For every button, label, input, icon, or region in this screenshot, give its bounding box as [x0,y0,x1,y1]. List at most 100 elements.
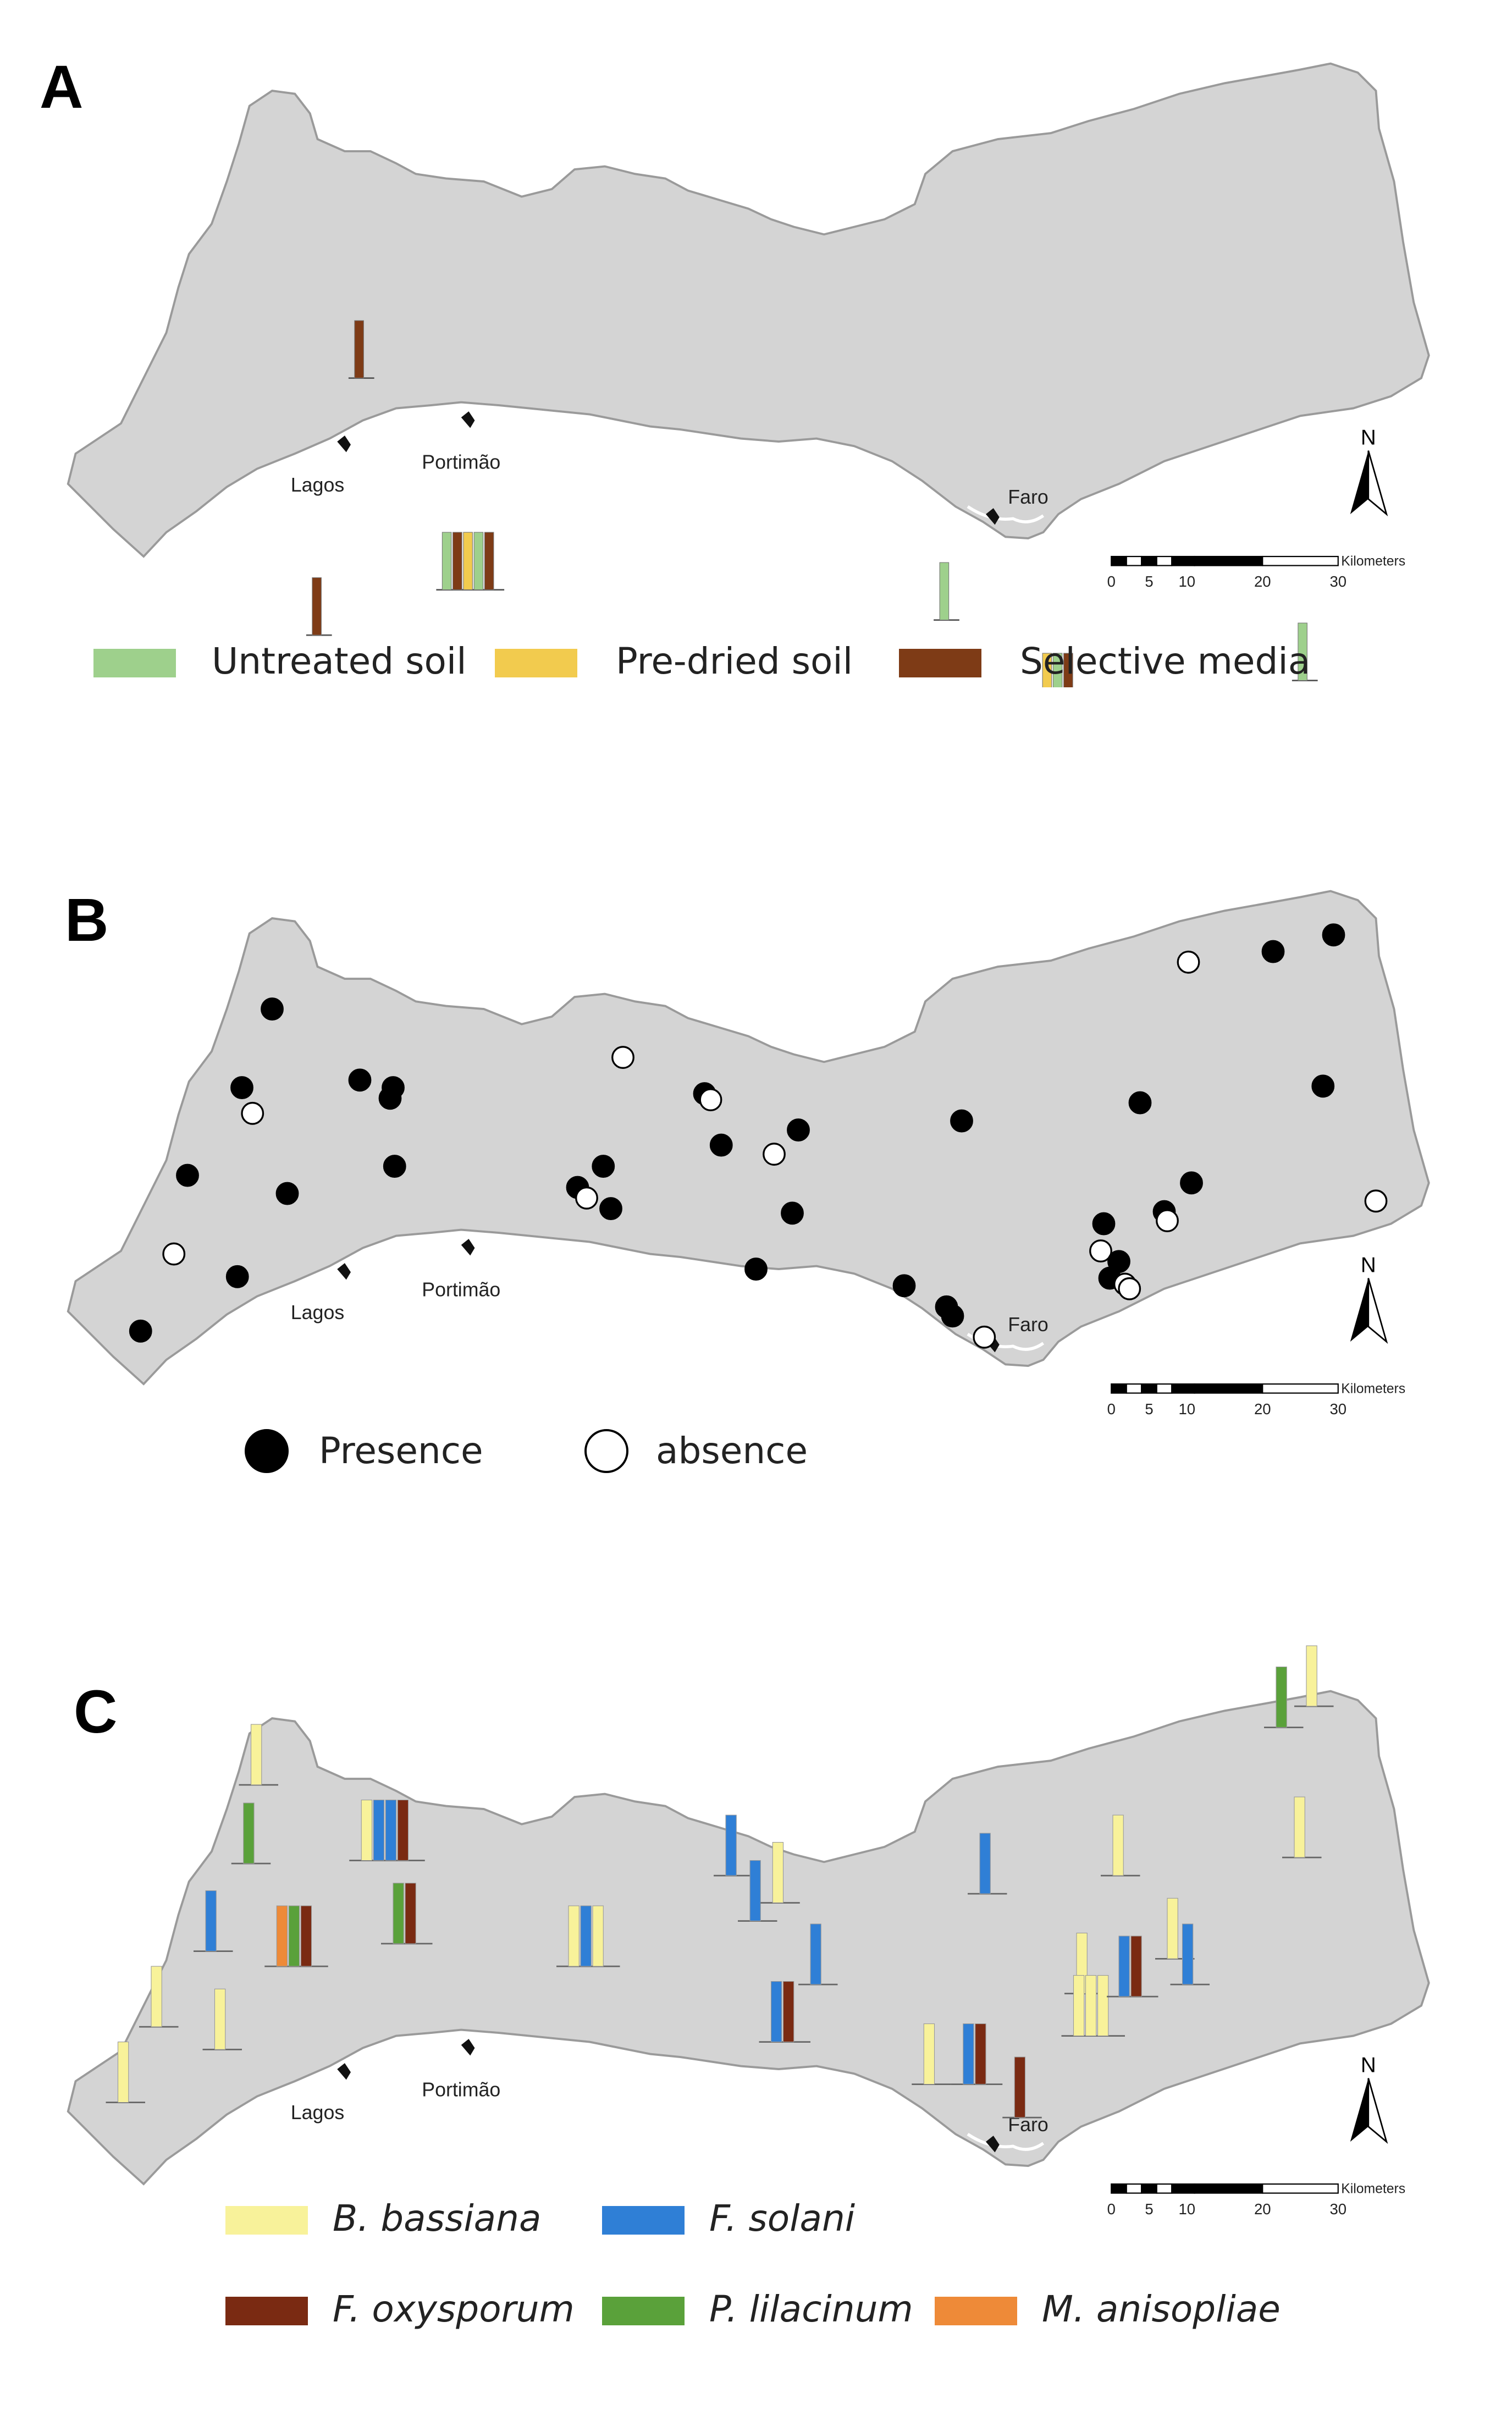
legend-lilacinum-swatch [602,2297,685,2325]
site-bar [772,1842,784,1904]
site-bar-group [968,1833,1007,1895]
presence-point [892,1274,916,1298]
site-bar [1298,622,1307,681]
town-marker [337,2063,351,2080]
site-bar [214,1988,226,2050]
town-label: Portimão [422,1279,500,1301]
absence-point [973,1325,996,1349]
site-bar [484,532,494,591]
site-bar [1167,1898,1178,1959]
site-bar-group [1107,1935,1158,1998]
scale-tick-label: 10 [1178,2201,1195,2218]
town-label: Faro [1008,486,1049,508]
town-marker [986,2136,1000,2153]
absence-point [241,1101,264,1125]
site-bar [151,1966,162,2027]
scale-unit-label: Kilometers [1341,554,1405,569]
scale-bar-segment [1125,1383,1143,1394]
legend-oxysporum-swatch [225,2297,308,2325]
algarve-landmass [67,1690,1430,2186]
legend-untreated-swatch [93,649,176,677]
site-bar [770,1981,782,2043]
scale-tick-label: 20 [1254,1400,1271,1418]
site-bar-group [239,1724,278,1786]
scale-tick-label: 20 [1254,2201,1271,2218]
absence-point [1156,1209,1179,1232]
town-label: Lagos [291,1301,344,1323]
site-bar-group [1002,2056,1042,2119]
presence-point [129,1319,152,1343]
site-bar [923,2023,935,2085]
site-bar [117,2042,129,2103]
site-bar [975,2023,986,2085]
site-bar-group [1101,1815,1140,1877]
legend-absence-dot [584,1429,628,1473]
site-bar-group [912,2023,951,2085]
scale-bar-segment [1141,2183,1157,2194]
scale-bar-segment [1156,2183,1173,2194]
legend-oxysporum-label: F. oxysporum [333,2288,575,2330]
site-bar-group [194,1890,233,1952]
town-label: Lagos [291,2102,344,2124]
site-bar [463,532,473,591]
site-bar [782,1981,794,2043]
site-bar [1073,1975,1085,2037]
presence-point [1128,1091,1152,1115]
site-bar [442,532,452,591]
site-bar [810,1923,821,1985]
ria-formosa-lagoon [967,2133,1045,2151]
site-bar-group [436,532,505,591]
site-bar [473,532,484,591]
site-bar-group [1170,1923,1210,1986]
site-bar [1014,2056,1026,2118]
legend-a: Untreated soil Pre-dried soil Selective … [0,637,1512,682]
presence-point [176,1163,199,1187]
presence-point [787,1118,810,1141]
town-marker [461,2039,475,2056]
map-b-layer: Lagos Portimão Faro N 0 5 10 20 30 Kilometers [67,890,1430,1418]
presence-point [950,1109,973,1133]
north-arrow-icon: N [1350,2054,1388,2144]
site-bar [1063,653,1073,687]
absence-point [575,1186,598,1210]
town-marker [461,1239,475,1256]
site-bar-group [139,1966,179,2028]
presence-point [378,1087,402,1110]
scale-tick-label: 5 [1145,2201,1153,2218]
site-bar-group [951,2023,1003,2085]
town-label: Faro [1008,1314,1049,1336]
presence-point [599,1197,622,1220]
presence-point [348,1068,372,1092]
absence-point [1177,950,1200,974]
legend-presence-dot [245,1429,289,1473]
absence-point [1089,1239,1112,1262]
scale-bar-segment [1171,555,1195,566]
scale-unit-label: Kilometers [1341,1382,1405,1397]
scale-bar-segment [1141,555,1157,566]
legend-c: B. bassiana F. solani F. oxysporum P. li… [0,2194,1512,2353]
site-bar [288,1905,300,1967]
algarve-landmass [67,62,1430,558]
north-label: N [1361,2054,1376,2077]
site-bar-group [1061,1975,1125,2037]
site-bar [243,1802,255,1864]
scale-tick-label: 10 [1178,1400,1195,1418]
panel-a-letter: A [40,53,84,121]
scale-tick-label: 30 [1329,1400,1347,1418]
scale-bar-segment [1194,2183,1263,2194]
presence-point [261,997,284,1021]
site-bar [1052,653,1063,687]
scale-tick-label: 5 [1145,573,1153,590]
north-arrow-icon: N [1350,1254,1388,1344]
absence-point [162,1242,186,1266]
legend-selective-swatch [899,649,981,677]
legend-solani-swatch [602,2206,685,2235]
presence-point [1322,923,1345,947]
site-bar [385,1800,397,1861]
site-bar-group [348,320,374,379]
site-bar-group [264,1905,328,1967]
ria-formosa-lagoon [967,505,1045,523]
map-a: Lagos Portimão Faro N 0 5 10 20 30 Kilometers [67,62,1430,687]
site-bar-group [738,1860,777,1922]
